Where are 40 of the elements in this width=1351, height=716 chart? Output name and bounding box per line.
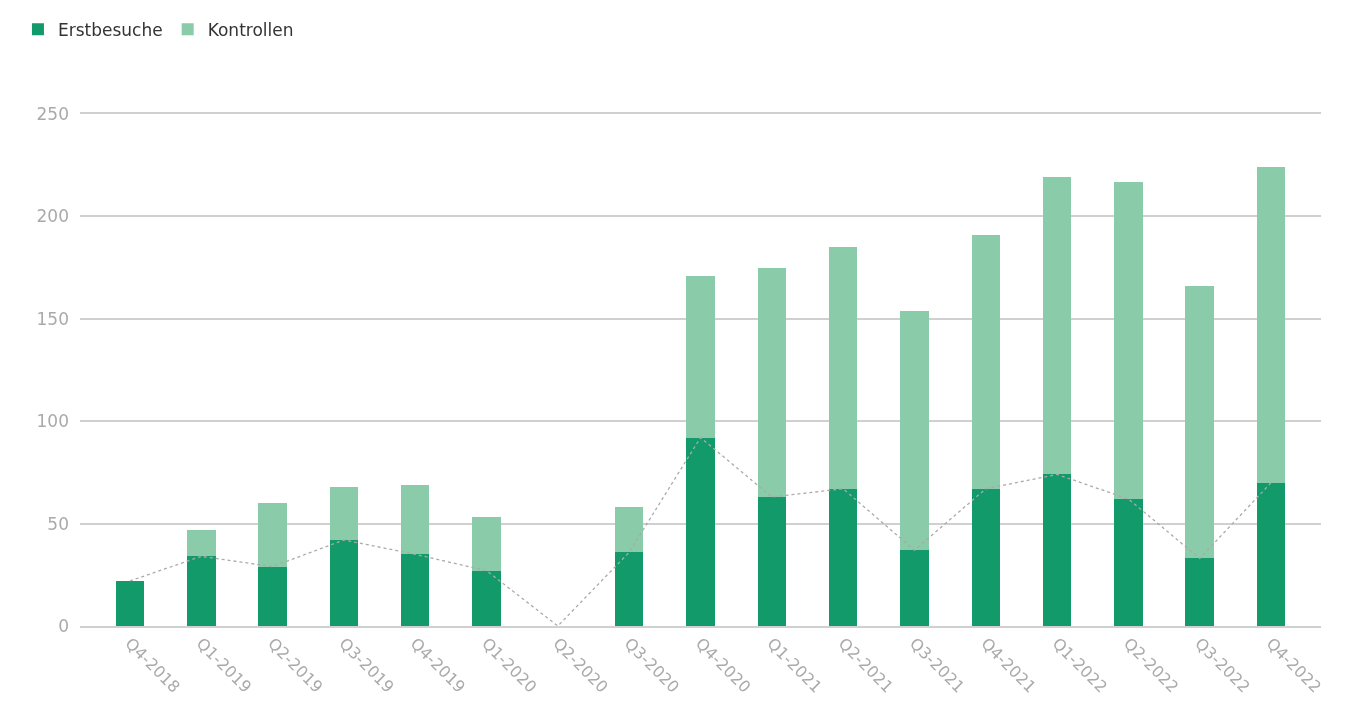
bar bbox=[971, 234, 1001, 489]
bar bbox=[472, 517, 501, 571]
line-series bbox=[129, 436, 1272, 626]
bar bbox=[900, 550, 929, 626]
bar bbox=[1256, 167, 1286, 483]
y-tick-label: 150 bbox=[36, 308, 69, 329]
bar bbox=[757, 496, 787, 626]
bar bbox=[614, 507, 644, 553]
bar bbox=[686, 275, 715, 438]
bar bbox=[115, 580, 145, 626]
y-tick-label: 50 bbox=[47, 513, 69, 534]
y-tick-label: 250 bbox=[36, 103, 69, 124]
bar bbox=[329, 539, 359, 626]
bar bbox=[614, 552, 644, 626]
bar bbox=[1114, 499, 1143, 626]
bar bbox=[1185, 286, 1215, 559]
bar bbox=[1042, 177, 1072, 475]
bar bbox=[258, 503, 287, 567]
bar bbox=[1185, 558, 1215, 626]
y-tick-label: 200 bbox=[36, 206, 69, 227]
bar bbox=[186, 556, 216, 626]
bar bbox=[329, 486, 359, 540]
bar bbox=[258, 566, 287, 626]
bar bbox=[828, 247, 858, 489]
bar bbox=[1042, 474, 1072, 626]
bar bbox=[472, 570, 501, 626]
legend-label: Erstbesuche bbox=[57, 19, 163, 40]
bar bbox=[971, 488, 1001, 626]
y-tick-label: 100 bbox=[36, 411, 69, 432]
bar bbox=[400, 554, 430, 626]
bar bbox=[757, 267, 787, 497]
y-tick-label: 0 bbox=[58, 615, 69, 636]
bar bbox=[1256, 482, 1286, 626]
legend-label: Kontrollen bbox=[207, 19, 294, 40]
bar bbox=[900, 310, 929, 551]
bar bbox=[186, 529, 216, 557]
bar bbox=[400, 484, 430, 555]
bar bbox=[1114, 181, 1143, 500]
bar bbox=[686, 437, 715, 626]
bar bbox=[828, 488, 858, 626]
